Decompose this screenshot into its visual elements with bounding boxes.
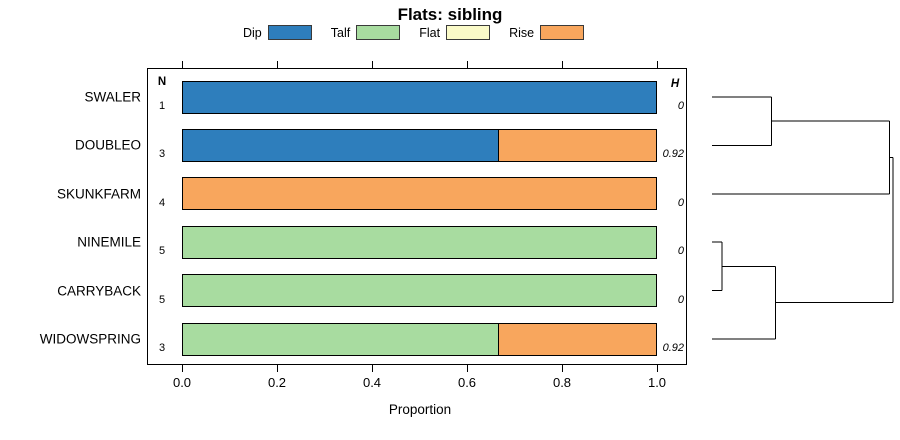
legend-swatch-talf (356, 25, 401, 40)
row-label: SWALER (84, 89, 141, 105)
axis-tick-top (181, 61, 183, 68)
row-label: NINEMILE (77, 234, 141, 250)
legend-swatch-rise (540, 25, 585, 40)
row-label: SKUNKFARM (56, 186, 141, 202)
x-axis-title: Proportion (388, 402, 452, 417)
legend-label: Talf (330, 25, 351, 40)
row-label: CARRYBACK (57, 283, 141, 299)
legend-label: Dip (243, 25, 262, 40)
n-value: 5 (158, 245, 166, 258)
axis-tick-bottom (656, 365, 658, 372)
stacked-bar (182, 128, 657, 162)
chart-title: Flats: sibling (397, 5, 503, 24)
bar-segment-talf (183, 323, 499, 355)
bar-segment-rise (498, 323, 656, 355)
axis-tick-top (276, 61, 278, 68)
bar-segment-dip (183, 81, 656, 113)
n-value: 3 (158, 148, 166, 161)
n-value: 4 (158, 196, 166, 209)
stacked-bar (182, 177, 657, 211)
bar-segment-rise (183, 178, 656, 210)
bar-segment-rise (498, 129, 656, 161)
legend-item-flat: Flat (419, 25, 491, 40)
stacked-bar (182, 322, 657, 356)
stacked-bar (182, 225, 657, 259)
legend-label: Flat (419, 25, 441, 40)
h-value: 0.92 (662, 148, 684, 161)
axis-tick-bottom (466, 365, 468, 372)
n-value: 3 (158, 342, 166, 354)
axis-tick-bottom (181, 365, 183, 372)
h-value: 0 (677, 293, 684, 306)
stacked-bar (182, 274, 657, 308)
bar-segment-dip (183, 129, 499, 161)
row-label: WIDOWSPRING (39, 331, 141, 347)
legend-swatch-flat (446, 25, 491, 40)
row-label: DOUBLEO (74, 137, 141, 153)
axis-tick-label: 0.8 (552, 375, 572, 390)
axis-tick-top (656, 61, 658, 68)
axis-tick-label: 0.2 (267, 375, 287, 390)
legend-item-dip: Dip (243, 25, 312, 40)
bar-segment-talf (183, 226, 656, 258)
axis-tick-top (561, 61, 563, 68)
axis-tick-bottom (276, 365, 278, 372)
h-value: 0 (677, 196, 684, 209)
axis-tick-bottom (561, 365, 563, 372)
legend-item-talf: Talf (330, 25, 401, 40)
n-value: 5 (158, 293, 166, 306)
axis-tick-label: 0.6 (457, 375, 477, 390)
dendrogram-branches (712, 96, 894, 340)
h-column-header: H (670, 78, 680, 90)
n-value: 1 (158, 100, 166, 112)
legend-item-rise: Rise (509, 25, 585, 40)
h-value: 0 (677, 245, 684, 258)
h-value: 0 (677, 100, 684, 112)
axis-tick-top (371, 61, 373, 68)
plot-area-frame (147, 68, 687, 365)
stacked-bar (182, 80, 657, 114)
n-column-header: N (157, 76, 167, 88)
h-value: 0.92 (662, 342, 684, 354)
axis-tick-bottom (371, 365, 373, 372)
legend: Dip Talf Flat Rise (243, 25, 585, 40)
axis-tick-top (466, 61, 468, 68)
axis-tick-label: 0.4 (362, 375, 382, 390)
legend-label: Rise (509, 25, 535, 40)
bar-segment-talf (183, 275, 656, 307)
legend-swatch-dip (267, 25, 312, 40)
axis-tick-label: 0.0 (172, 375, 192, 390)
axis-tick-label: 1.0 (647, 375, 667, 390)
